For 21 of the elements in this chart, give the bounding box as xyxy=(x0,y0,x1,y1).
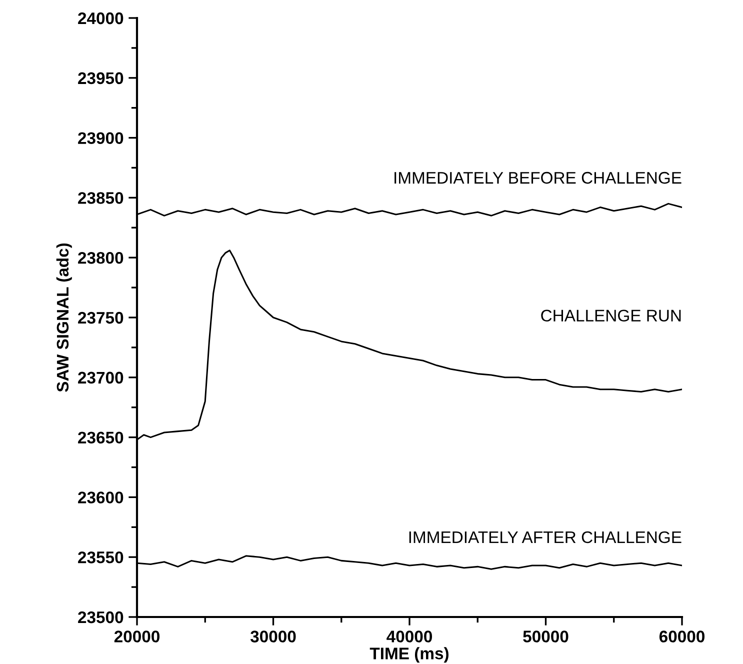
y-tick-label: 23650 xyxy=(78,432,124,444)
annotation: IMMEDIATELY BEFORE CHALLENGE xyxy=(394,172,682,184)
y-tick-label: 23900 xyxy=(78,132,124,144)
y-axis-title: SAW SIGNAL (adc) xyxy=(56,243,72,392)
y-tick-label: 23800 xyxy=(78,252,124,264)
y-tick-label: 23850 xyxy=(78,192,124,204)
x-tick-label: 30000 xyxy=(250,630,296,642)
y-tick-label: 23550 xyxy=(78,552,124,564)
y-tick-label: 24000 xyxy=(78,12,124,24)
annotation: IMMEDIATELY AFTER CHALLENGE xyxy=(409,531,682,544)
x-tick-label: 20000 xyxy=(114,630,160,642)
y-tick-label: 23600 xyxy=(78,492,124,504)
x-tick-label: 50000 xyxy=(523,630,568,642)
annotation: CHALLENGE RUN xyxy=(541,310,681,322)
y-tick-label: 23700 xyxy=(78,372,124,384)
y-tick-label: 23500 xyxy=(78,611,124,624)
x-tick-label: 40000 xyxy=(386,630,432,642)
y-tick-label: 23750 xyxy=(78,312,124,324)
y-tick-label: 23950 xyxy=(78,72,124,84)
x-tick-label: 60000 xyxy=(659,630,704,642)
x-axis-title: TIME (ms) xyxy=(370,647,448,663)
